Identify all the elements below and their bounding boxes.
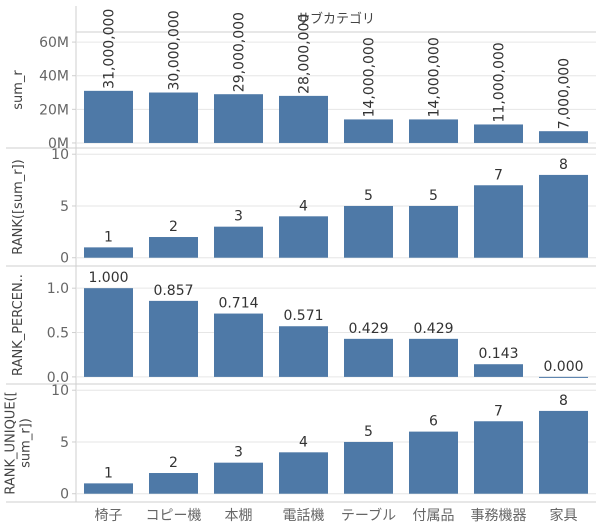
data-label: 5 [429,188,438,204]
data-label: 29,000,000 [232,12,248,92]
bar [84,288,133,377]
bar [279,452,328,494]
bar [539,174,588,258]
bar [474,421,523,494]
tick-label: 40M [39,69,69,85]
category-label: 本棚 [225,508,253,524]
category-label: 電話機 [283,507,325,524]
data-label: 1 [104,465,113,481]
bar [539,376,588,378]
bar [84,483,133,494]
bar [214,313,263,377]
data-label: 28,000,000 [297,14,313,94]
bar [149,92,198,143]
tick-label: 60M [39,35,69,51]
data-label: 8 [559,393,568,409]
column-header: サブカテゴリ [297,11,375,27]
data-label: 0.143 [478,346,518,362]
data-label: 6 [429,414,438,430]
bar [84,247,133,258]
data-label: 2 [169,219,178,235]
tick-label: 5 [60,435,69,451]
bar [214,226,263,258]
data-label: 0.429 [413,321,453,337]
data-label: 4 [299,434,308,450]
bar [474,124,523,143]
bar [409,205,458,258]
category-label: テーブル [341,507,396,524]
panel-4: 0 5 10 RANK_UNIQUE([sum_r]) 1 2 3 4 5 6 7 8 [4,383,596,503]
tick-label: 0.5 [47,326,69,342]
tick-label: 10 [51,147,69,163]
bar [474,185,523,258]
data-label: 7 [494,403,503,419]
category-label: 付属品 [413,508,455,524]
category-label: 椅子 [95,508,123,524]
y-axis-title: RANK_UNIQUE([ [4,391,19,494]
data-label: 4 [299,198,308,214]
tick-label: 0.0 [47,370,69,386]
tick-label: 1.0 [47,281,69,297]
category-label: 家具 [550,507,578,524]
panel-3: 0.0 0.5 1.0 RANK_PERCEN.. 1.000 0.857 0.714 0.5… [6,270,596,386]
data-label: 31,000,000 [102,9,118,89]
data-label: 30,000,000 [167,10,183,90]
data-label: 2 [169,455,178,471]
bar [344,338,393,377]
data-label: 3 [234,209,243,225]
panel-1: 0M 20M 40M 60M sum_r 31,000,000 30,000,000 29,0… [6,9,596,152]
bar [344,441,393,494]
data-label: 0.000 [543,359,583,375]
bar [409,338,458,377]
data-label: 1 [104,229,113,245]
data-label: 14,000,000 [427,37,443,117]
data-label: 7 [494,167,503,183]
bar [409,119,458,143]
data-label: 0.429 [348,321,388,337]
data-label: 8 [559,157,568,173]
data-label: 0.714 [218,296,258,312]
data-label: 0.571 [283,308,323,324]
category-label: コピー機 [146,508,202,524]
y-axis-title: sum_r [11,70,26,110]
bar [344,205,393,258]
bar [149,300,198,377]
category-label: 事務機器 [471,508,527,524]
y-axis-title: sum_r]) [19,418,34,468]
data-label: 3 [234,445,243,461]
tick-label: 0M [48,136,69,152]
bar [214,94,263,143]
data-label: 0.857 [153,283,193,299]
bar [409,431,458,494]
data-label: 1.000 [88,270,128,286]
bar [149,237,198,258]
bar [539,410,588,494]
panel-2: 0 5 10 RANK([sum_r]) 1 2 3 4 5 5 7 8 [6,147,596,267]
data-label: 5 [364,188,373,204]
data-label: 7,000,000 [557,58,573,129]
bar [214,462,263,494]
tick-label: 0 [60,487,69,503]
tick-label: 10 [51,383,69,399]
tick-label: 20M [39,102,69,118]
bar [279,216,328,258]
data-label: 14,000,000 [362,37,378,117]
bar [474,364,523,377]
bar [149,473,198,494]
bar [344,119,393,143]
tick-label: 5 [60,199,69,215]
data-label: 11,000,000 [492,42,508,122]
bar [279,95,328,143]
tick-label: 0 [60,251,69,267]
y-axis-title: RANK([sum_r]) [11,159,26,254]
data-label: 5 [364,424,373,440]
y-axis-title: RANK_PERCEN.. [11,274,26,376]
bar [84,90,133,143]
bar [279,326,328,377]
bar [539,131,588,143]
